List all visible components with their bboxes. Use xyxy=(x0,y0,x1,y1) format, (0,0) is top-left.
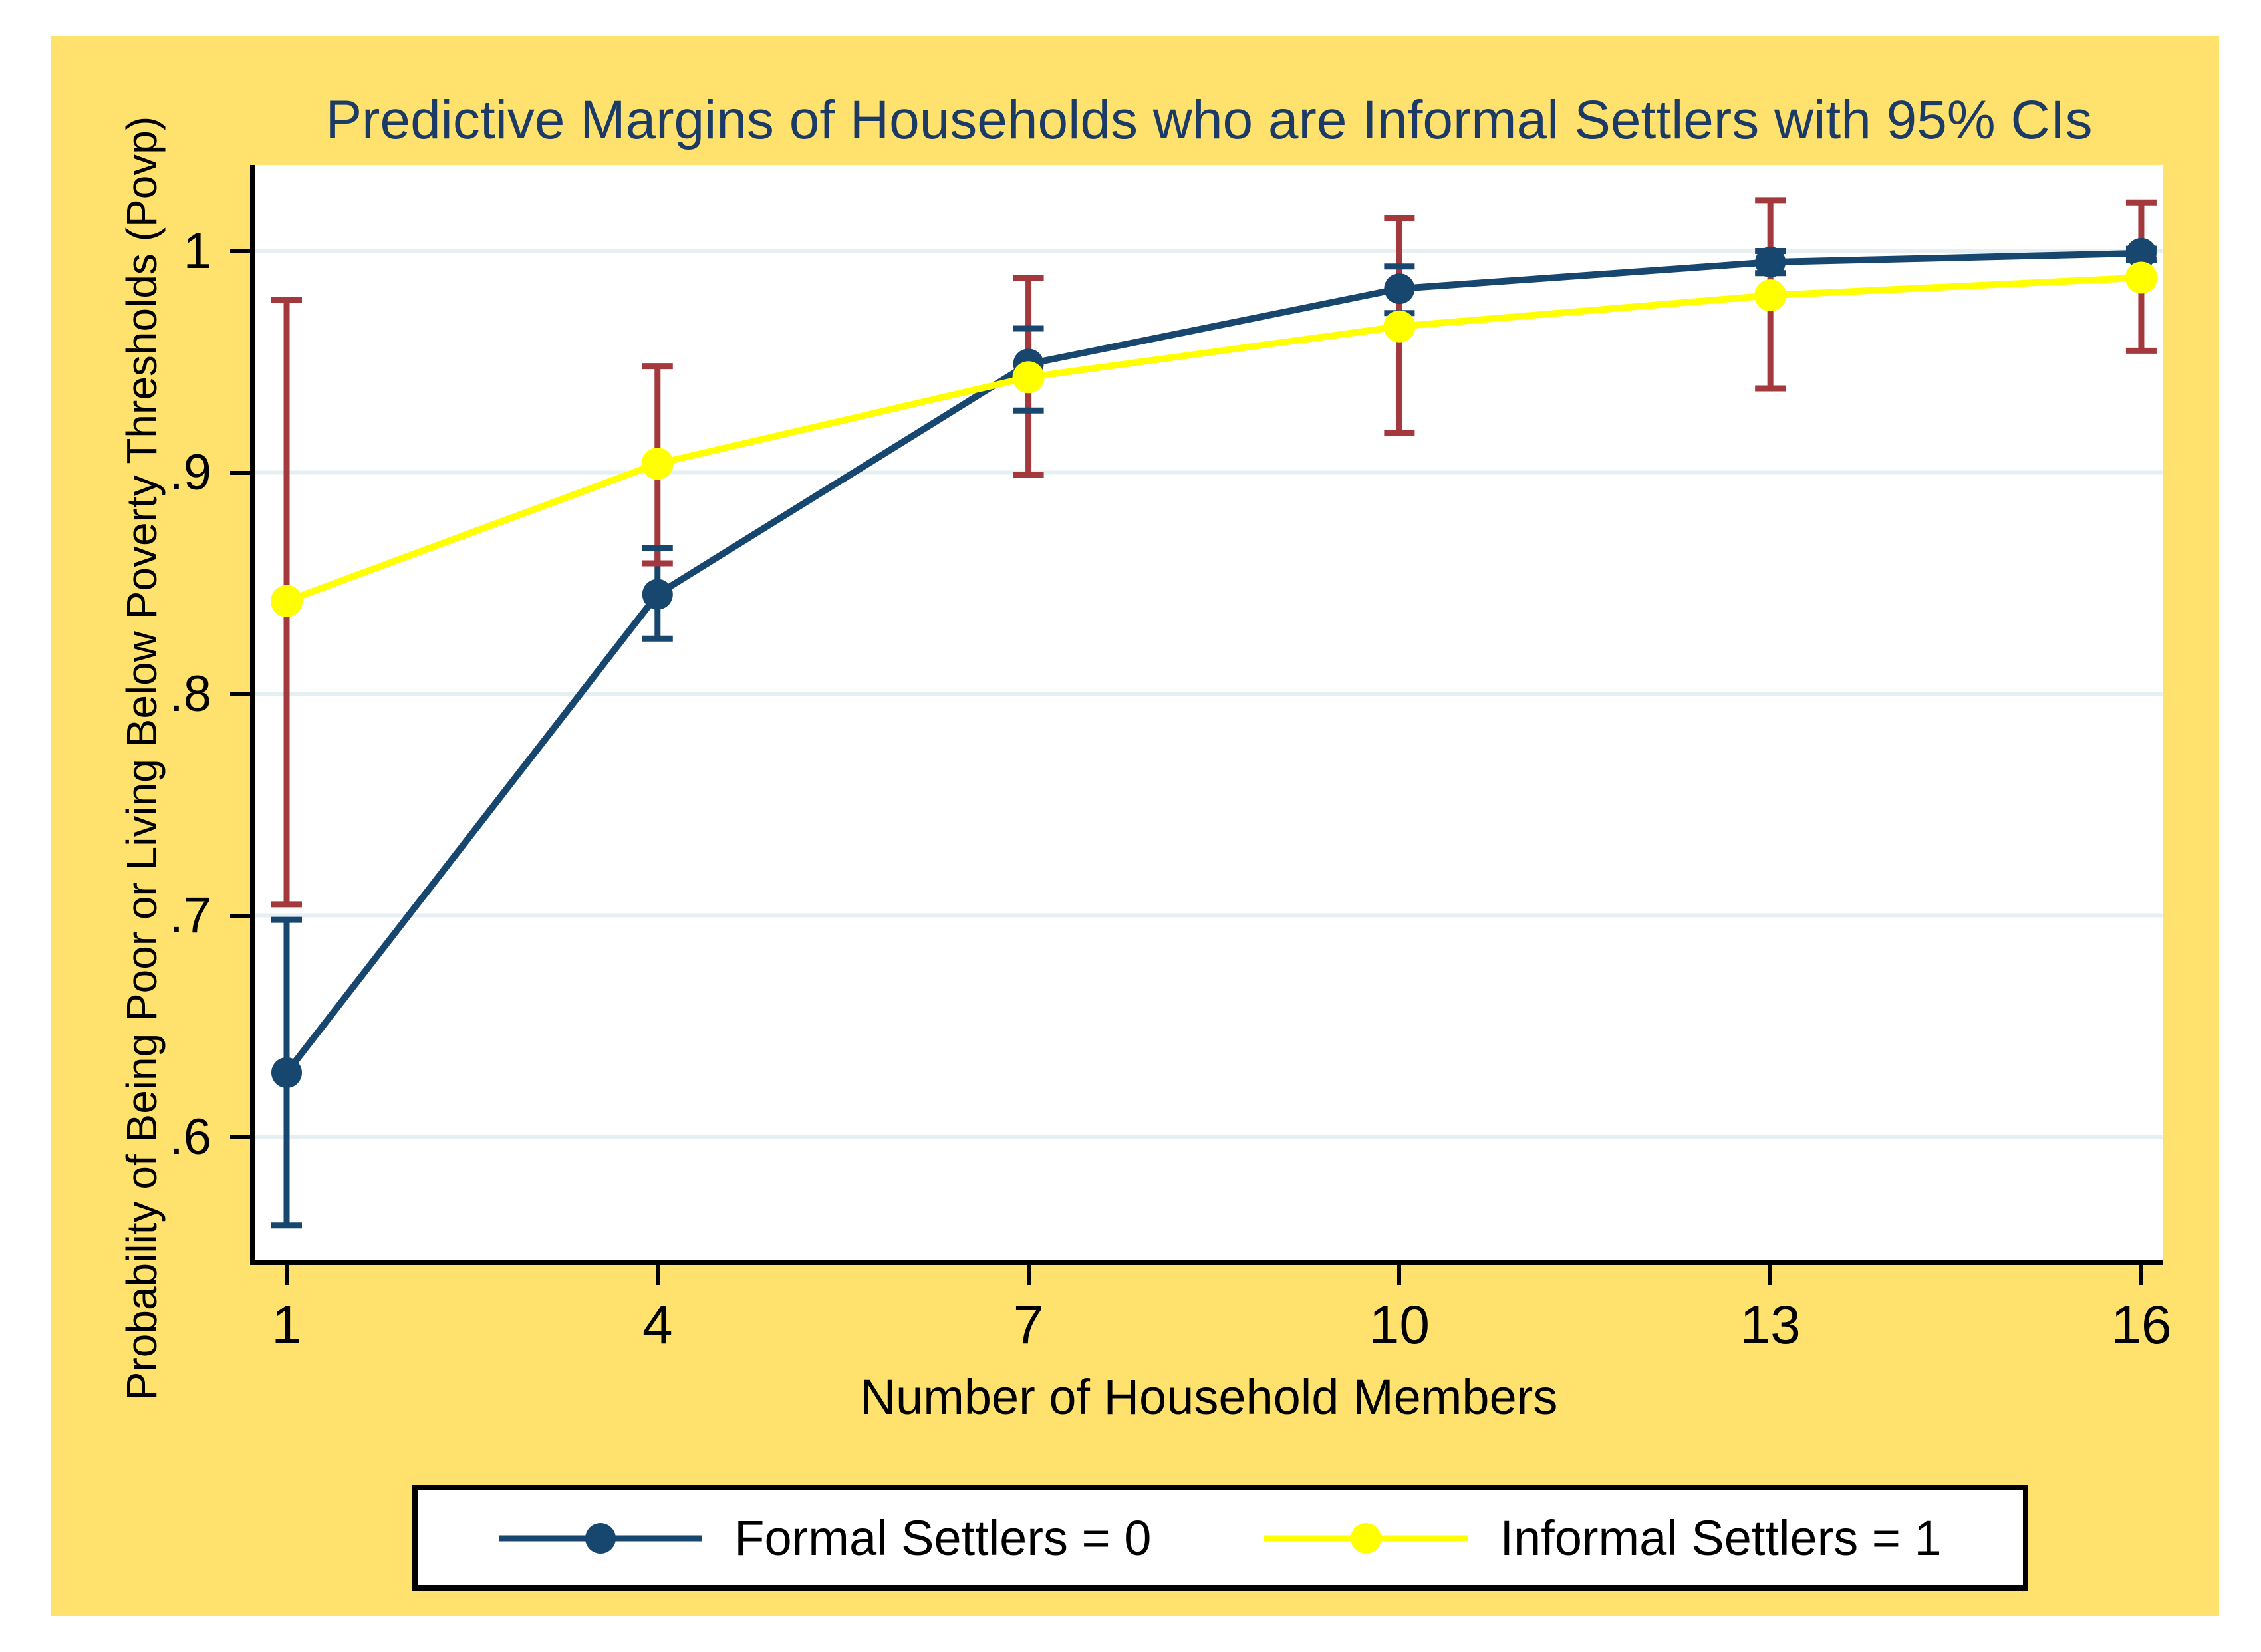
legend-key-informal xyxy=(1264,1522,1468,1554)
marker-formal xyxy=(271,1057,302,1088)
y-axis-line xyxy=(250,165,255,1265)
chart-title: Predictive Margins of Households who are… xyxy=(325,90,2093,150)
legend-entry: Informal Settlers = 1 xyxy=(1264,1510,1942,1566)
x-tick-label: 13 xyxy=(1740,1295,1801,1355)
marker-informal xyxy=(641,448,674,480)
y-tick-label: .8 xyxy=(169,665,211,722)
plot-region xyxy=(255,165,2163,1260)
legend-circle-marker-icon xyxy=(585,1522,616,1554)
x-tick xyxy=(1397,1265,1402,1285)
marker-informal xyxy=(2125,261,2157,294)
y-tick-label: .7 xyxy=(169,887,211,944)
y-axis-title: Probability of Being Poor or Living Belo… xyxy=(118,116,166,1401)
legend-label: Informal Settlers = 1 xyxy=(1500,1510,1942,1566)
x-tick-label: 1 xyxy=(271,1295,302,1355)
series-line-formal xyxy=(284,249,2142,1075)
marker-formal xyxy=(1384,273,1415,305)
chart-svg xyxy=(255,197,2163,1229)
y-tick-label: 1 xyxy=(183,222,211,279)
legend: Formal Settlers = 0 Informal Settlers = 1 xyxy=(412,1485,2028,1591)
y-tick-label: .9 xyxy=(169,444,211,501)
marker-formal xyxy=(2125,237,2157,269)
y-tick xyxy=(230,913,250,918)
y-tick xyxy=(230,470,250,475)
x-tick-label: 16 xyxy=(2111,1295,2172,1355)
x-tick-label: 4 xyxy=(642,1295,673,1355)
marker-informal xyxy=(1012,361,1045,394)
marker-informal xyxy=(1754,279,1787,312)
y-tick xyxy=(230,1135,250,1139)
x-tick xyxy=(1768,1265,1773,1285)
marker-informal xyxy=(271,585,303,617)
legend-label: Formal Settlers = 0 xyxy=(734,1510,1152,1566)
legend-entry: Formal Settlers = 0 xyxy=(499,1510,1152,1566)
y-tick xyxy=(230,692,250,696)
x-tick xyxy=(1026,1265,1031,1285)
y-tick-label: .6 xyxy=(169,1108,211,1165)
x-tick-label: 7 xyxy=(1013,1295,1044,1355)
x-tick-label: 10 xyxy=(1369,1295,1430,1355)
marker-informal xyxy=(1383,310,1416,343)
x-axis-title: Number of Household Members xyxy=(860,1369,1558,1425)
x-tick xyxy=(285,1265,289,1285)
marker-formal xyxy=(1755,247,1786,278)
series-line-informal xyxy=(285,274,2142,605)
legend-circle-marker-icon xyxy=(1351,1522,1382,1554)
legend-key-formal xyxy=(499,1522,703,1554)
x-tick xyxy=(655,1265,660,1285)
x-axis-line xyxy=(250,1260,2163,1265)
y-tick xyxy=(230,249,250,253)
marker-formal xyxy=(642,579,673,610)
x-tick xyxy=(2139,1265,2143,1285)
